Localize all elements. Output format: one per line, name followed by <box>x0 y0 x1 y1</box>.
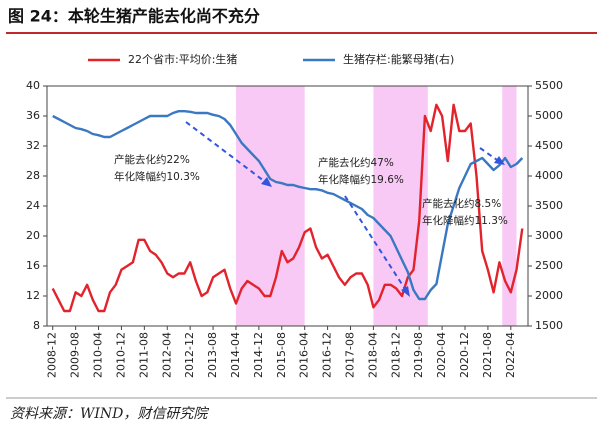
y-tick-label: 28 <box>26 169 40 182</box>
x-tick-label: 2012-04 <box>160 332 173 378</box>
y2-tick-label: 5000 <box>535 109 563 122</box>
x-tick-label: 2014-04 <box>229 332 242 378</box>
y2-tick-label: 3000 <box>535 229 563 242</box>
x-tick-label: 2013-08 <box>206 332 219 378</box>
x-tick-label: 2011-08 <box>137 332 150 378</box>
x-tick-label: 2016-04 <box>298 332 311 378</box>
arrowheads <box>261 156 505 297</box>
chart-title: 图 24：本轮生猪产能去化尚不充分 <box>8 7 260 26</box>
x-tick-label: 2022-04 <box>504 332 517 378</box>
arrow <box>344 195 408 293</box>
arrow <box>185 121 269 185</box>
y-tick-label: 16 <box>26 259 40 272</box>
x-tick-label: 2017-08 <box>343 332 356 378</box>
y-tick-label: 40 <box>26 79 40 92</box>
y-tick-label: 8 <box>33 319 40 332</box>
y-tick-label: 24 <box>26 199 40 212</box>
annotation: 年化降幅约19.6% <box>318 173 404 186</box>
legend-label: 生猪存栏:能繁母猪(右) <box>343 52 454 66</box>
annotation: 年化降幅约10.3% <box>114 170 200 183</box>
x-tick-label: 2008-12 <box>46 332 59 378</box>
shaded-region <box>235 86 305 326</box>
annotation: 产能去化约47% <box>318 156 394 169</box>
arrowhead <box>261 177 272 187</box>
x-tick-label: 2020-12 <box>458 332 471 378</box>
y-tick-label: 32 <box>26 139 40 152</box>
x-tick-label: 2021-08 <box>481 332 494 378</box>
y2-tick-label: 2500 <box>535 259 563 272</box>
y2-tick-label: 3500 <box>535 199 563 212</box>
source: 资料来源：WIND，财信研究院 <box>10 406 209 422</box>
y2-tick-label: 4500 <box>535 139 563 152</box>
series-line <box>51 103 524 313</box>
arrowhead <box>401 286 410 297</box>
y2-tick-label: 5500 <box>535 79 563 92</box>
x-tick-label: 2009-08 <box>69 332 82 378</box>
x-tick-label: 2018-12 <box>389 332 402 378</box>
x-tick-label: 2019-08 <box>412 332 425 378</box>
annotation: 产能去化约8.5% <box>422 197 501 210</box>
y2-tick-label: 2000 <box>535 289 563 302</box>
shaded-region <box>502 86 517 326</box>
x-tick-label: 2014-12 <box>252 332 265 378</box>
arrowhead <box>494 156 505 165</box>
series-line <box>52 110 524 301</box>
legend-label: 22个省市:平均价:生猪 <box>128 52 237 66</box>
x-tick-label: 2018-04 <box>366 332 379 378</box>
x-tick-label: 2020-04 <box>435 332 448 378</box>
y-tick-label: 36 <box>26 109 40 122</box>
x-tick-label: 2010-04 <box>92 332 105 378</box>
annotation: 年化降幅约11.3% <box>422 214 508 227</box>
x-tick-label: 2016-12 <box>321 332 334 378</box>
shaded-region <box>373 86 428 326</box>
y2-tick-label: 1500 <box>535 319 563 332</box>
x-tick-label: 2010-12 <box>114 332 127 378</box>
y2-tick-label: 4000 <box>535 169 563 182</box>
y-tick-label: 20 <box>26 229 40 242</box>
annotation: 产能去化约22% <box>114 153 190 166</box>
y-tick-label: 12 <box>26 289 40 302</box>
x-tick-label: 2015-08 <box>275 332 288 378</box>
x-tick-label: 2012-12 <box>183 332 196 378</box>
